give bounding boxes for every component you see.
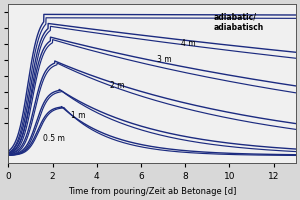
X-axis label: Time from pouring/Zeit ab Betonage [d]: Time from pouring/Zeit ab Betonage [d]: [68, 187, 236, 196]
Text: 3 m: 3 m: [157, 55, 171, 64]
Text: 4 m: 4 m: [181, 39, 196, 48]
Text: adiabatic/
adiabatisch: adiabatic/ adiabatisch: [214, 12, 264, 32]
Text: 0.5 m: 0.5 m: [43, 134, 64, 143]
Text: 2 m: 2 m: [110, 81, 124, 90]
Text: 1 m: 1 m: [71, 111, 86, 120]
